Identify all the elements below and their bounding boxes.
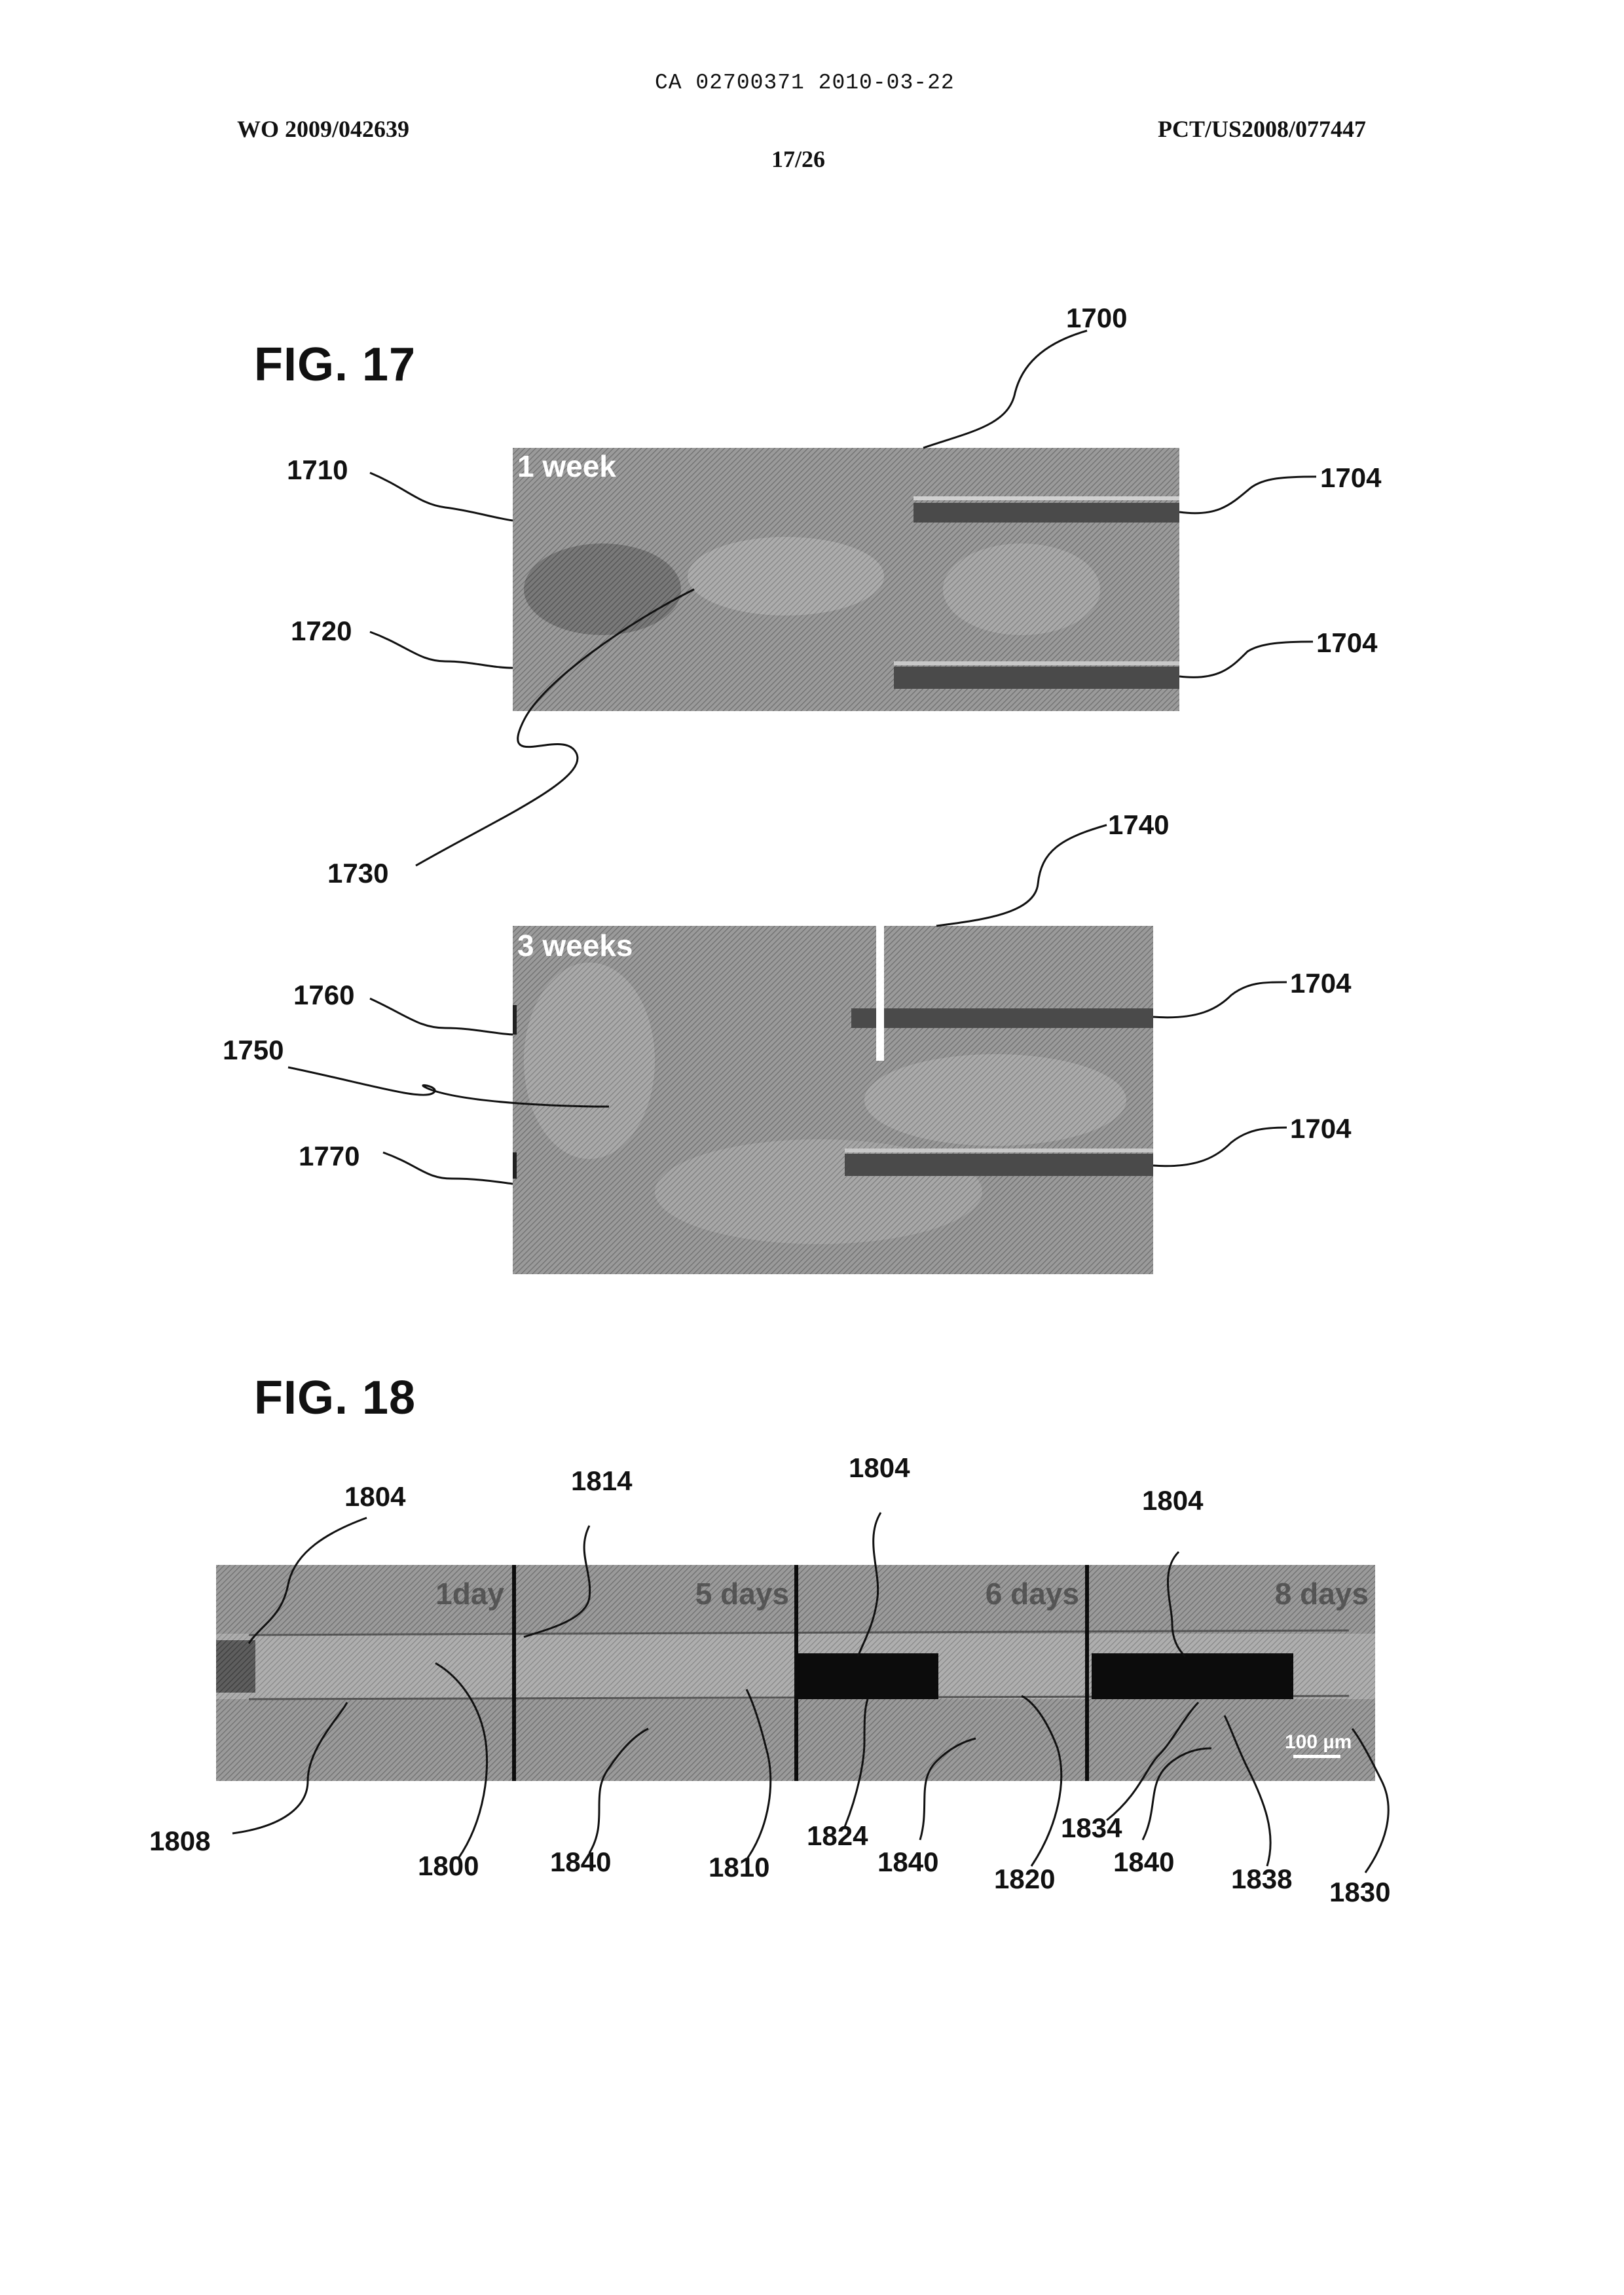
scale-bar-label: 100 µm [1285,1731,1352,1753]
leader-1740 [936,825,1107,926]
ref-1750: 1750 [223,1035,284,1066]
fig18-panel-8days: 8 days [1275,1577,1369,1611]
leader-1770 [383,1152,513,1184]
ref-1710: 1710 [287,454,348,486]
ref-1804-b: 1804 [849,1452,910,1484]
electrode-strip-upper [913,503,1179,523]
electrode-block-1day [216,1640,255,1693]
electrode-block-6days [797,1653,938,1699]
leader-1760 [370,999,513,1035]
leader-1720 [370,632,513,668]
ref-1840-a: 1840 [550,1846,611,1878]
ref-1824: 1824 [807,1820,868,1852]
electrode-block-8days [1092,1653,1293,1699]
ref-1830: 1830 [1329,1877,1390,1908]
fig17-panel-1-week [513,448,1179,711]
ref-1704-c: 1704 [1290,968,1351,999]
ref-1804-a: 1804 [344,1481,405,1513]
ref-1720: 1720 [291,615,352,647]
fig18-title: FIG. 18 [254,1371,416,1425]
scale-bar [1293,1755,1340,1758]
electrode-strip-lower [894,667,1179,689]
ref-1840-b: 1840 [877,1846,938,1878]
ref-1704-b: 1704 [1316,627,1377,659]
ref-1814: 1814 [571,1465,632,1497]
electrode-strip-lower-3w [845,1154,1153,1176]
ref-1808: 1808 [149,1826,210,1857]
leader-1704-c [1153,982,1287,1018]
electrode-strip-upper-3w [851,1008,1153,1028]
fig18-panel-5days: 5 days [695,1577,789,1611]
ref-1740: 1740 [1108,809,1169,841]
fig17-panel-3-weeks [513,923,1153,1274]
fig17-panel-2-label: 3 weeks [517,928,633,963]
ref-1700: 1700 [1066,303,1127,334]
ref-1760: 1760 [293,980,354,1011]
ref-1704-a: 1704 [1320,462,1381,494]
leader-1704-d [1153,1128,1287,1166]
ref-1838: 1838 [1231,1864,1292,1895]
fig18-panel-6days: 6 days [986,1577,1079,1611]
fig17-panel-1-label: 1 week [517,449,616,483]
leader-1710 [370,473,513,521]
insertion-marker [876,923,884,1061]
leader-1704-b [1179,642,1313,677]
leader-1704-a [1179,477,1316,513]
ref-1800: 1800 [418,1850,479,1882]
ref-1834: 1834 [1061,1812,1122,1844]
ref-1820: 1820 [994,1864,1055,1895]
ref-1810: 1810 [709,1852,769,1883]
ref-1704-d: 1704 [1290,1113,1351,1145]
leader-1700 [923,331,1087,448]
ref-1804-c: 1804 [1142,1485,1203,1516]
fig18-panel-1day: 1day [435,1577,504,1611]
ref-1730: 1730 [327,858,388,889]
ref-1840-c: 1840 [1113,1846,1174,1878]
ref-1770: 1770 [299,1141,360,1172]
